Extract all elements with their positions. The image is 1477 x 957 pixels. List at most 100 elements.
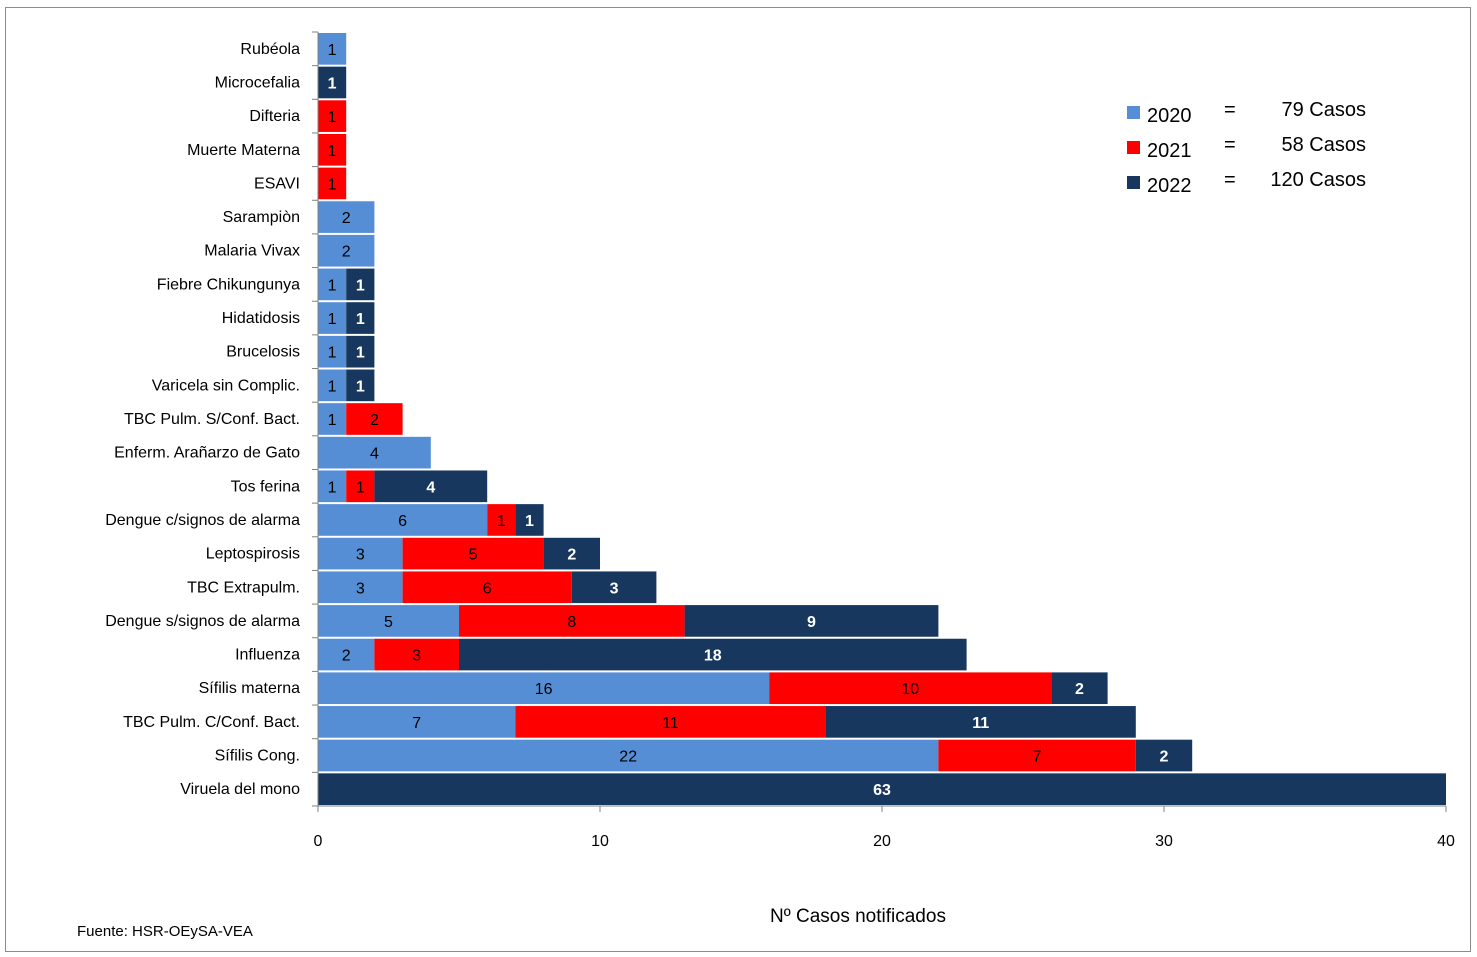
bar-segment-2021 bbox=[374, 638, 459, 671]
x-axis-title: Nº Casos notificados bbox=[770, 906, 946, 927]
bar-segment-2020 bbox=[318, 706, 516, 738]
bar-segment-2021 bbox=[346, 470, 375, 503]
data-label: 11 bbox=[972, 715, 989, 732]
category-label: TBC Pulm. C/Conf. Bact. bbox=[123, 714, 300, 731]
bar-segment-2020 bbox=[318, 571, 403, 604]
bar-segment-2020 bbox=[318, 335, 347, 368]
category-label: Dengue c/signos de alarma bbox=[105, 512, 300, 529]
data-label: 2 bbox=[370, 412, 379, 429]
data-label: 7 bbox=[412, 715, 421, 732]
bar-segment-2022 bbox=[1051, 672, 1108, 705]
data-label: 3 bbox=[412, 648, 421, 665]
data-label: 1 bbox=[356, 311, 365, 328]
bar-segment-2020 bbox=[318, 403, 347, 435]
category-label: Influenza bbox=[235, 647, 300, 664]
bar-segment-2022 bbox=[571, 571, 657, 604]
category-label: TBC Extrapulm. bbox=[187, 579, 300, 596]
category-label: Enferm. Arañarzo de Gato bbox=[114, 445, 300, 462]
category-label: Muerte Materna bbox=[187, 142, 300, 159]
legend: 2020 = 79 Casos 2021 = 58 Casos 2022 = 120 Casos bbox=[1127, 99, 1366, 197]
x-tick-label: 40 bbox=[1437, 833, 1455, 850]
bar-segment-2020 bbox=[318, 470, 347, 503]
data-label: 2 bbox=[1160, 749, 1169, 766]
bar-segment-2021 bbox=[459, 605, 685, 637]
legend-equals: = bbox=[1224, 99, 1236, 121]
data-label: 2 bbox=[342, 210, 351, 227]
x-tick-label: 0 bbox=[314, 833, 323, 850]
data-label: 1 bbox=[328, 479, 337, 496]
data-label: 22 bbox=[619, 749, 637, 766]
category-label: ESAVI bbox=[254, 175, 300, 192]
bar-segment-2022 bbox=[1135, 739, 1193, 772]
x-tick-label: 30 bbox=[1155, 833, 1173, 850]
bar-segment-2020 bbox=[318, 638, 375, 671]
bar-segment-2022 bbox=[459, 638, 967, 671]
bar-segment-2022 bbox=[374, 470, 488, 503]
data-label: 2 bbox=[1075, 681, 1084, 698]
data-label: 1 bbox=[328, 176, 337, 193]
legend-equals: = bbox=[1224, 134, 1236, 156]
data-label: 2 bbox=[342, 244, 351, 261]
bar-segment-2022 bbox=[346, 335, 375, 368]
bar-segment-2022 bbox=[346, 268, 375, 301]
bar-segment-2020 bbox=[318, 504, 488, 536]
data-label: 1 bbox=[497, 513, 506, 530]
bar-segment-2022 bbox=[318, 66, 347, 99]
data-label: 1 bbox=[328, 412, 337, 429]
bar-segment-2020 bbox=[318, 537, 403, 570]
bar-segment-2021 bbox=[346, 403, 403, 435]
bar-segment-2022 bbox=[346, 369, 375, 402]
category-label: Fiebre Chikungunya bbox=[157, 276, 300, 293]
bar-segment-2020 bbox=[318, 436, 431, 469]
bar-segment-2020 bbox=[318, 33, 347, 65]
legend-total: 120 Casos bbox=[1270, 169, 1366, 191]
data-label: 1 bbox=[328, 42, 337, 59]
x-tick-label: 10 bbox=[591, 833, 609, 850]
bar-segment-2022 bbox=[318, 773, 1446, 805]
data-label: 18 bbox=[704, 648, 722, 665]
category-label: Varicela sin Complic. bbox=[152, 377, 300, 394]
data-label: 11 bbox=[662, 715, 679, 732]
category-label: TBC Pulm. S/Conf. Bact. bbox=[124, 411, 300, 428]
bars-layer bbox=[318, 33, 1446, 805]
bar-segment-2020 bbox=[318, 268, 347, 301]
bar-segment-2022 bbox=[543, 537, 600, 570]
category-label: Sífilis materna bbox=[199, 680, 300, 697]
bar-segment-2021 bbox=[402, 571, 572, 604]
x-tick-label: 20 bbox=[873, 833, 891, 850]
data-label: 8 bbox=[567, 614, 576, 631]
data-label: 6 bbox=[483, 580, 492, 597]
data-label: 10 bbox=[901, 681, 919, 698]
category-label: Malaria Vivax bbox=[204, 243, 300, 260]
bar-segment-2021 bbox=[318, 167, 347, 200]
data-label: 63 bbox=[873, 782, 891, 799]
data-label: 5 bbox=[469, 547, 478, 564]
legend-swatch-2022 bbox=[1127, 176, 1140, 189]
bar-segment-2021 bbox=[402, 537, 544, 570]
data-label: 3 bbox=[356, 580, 365, 597]
data-label: 1 bbox=[525, 513, 534, 530]
legend-year: 2021 bbox=[1147, 140, 1192, 162]
bar-segment-2022 bbox=[515, 504, 544, 536]
bar-segment-2020 bbox=[318, 201, 375, 233]
data-label: 4 bbox=[426, 479, 435, 496]
data-label: 1 bbox=[356, 378, 365, 395]
bar-segment-2020 bbox=[318, 605, 459, 637]
bar-segment-2021 bbox=[487, 504, 516, 536]
bar-segment-2020 bbox=[318, 739, 939, 772]
data-label: 7 bbox=[1033, 749, 1042, 766]
bar-segment-2021 bbox=[318, 100, 347, 132]
legend-swatch-2021 bbox=[1127, 141, 1140, 154]
data-label: 1 bbox=[356, 345, 365, 362]
data-label: 1 bbox=[328, 143, 337, 160]
bar-segment-2021 bbox=[318, 133, 347, 166]
source-note: Fuente: HSR-OEySA-VEA bbox=[77, 923, 253, 940]
legend-total: 58 Casos bbox=[1282, 134, 1367, 156]
data-label: 1 bbox=[328, 345, 337, 362]
legend-equals: = bbox=[1224, 169, 1236, 191]
category-label: Viruela del mono bbox=[180, 781, 300, 798]
axes-layer: 0 10 20 30 40 bbox=[312, 31, 1455, 850]
bar-segment-2021 bbox=[938, 739, 1136, 772]
bar-segment-2022 bbox=[825, 706, 1136, 738]
data-label: 1 bbox=[328, 378, 337, 395]
